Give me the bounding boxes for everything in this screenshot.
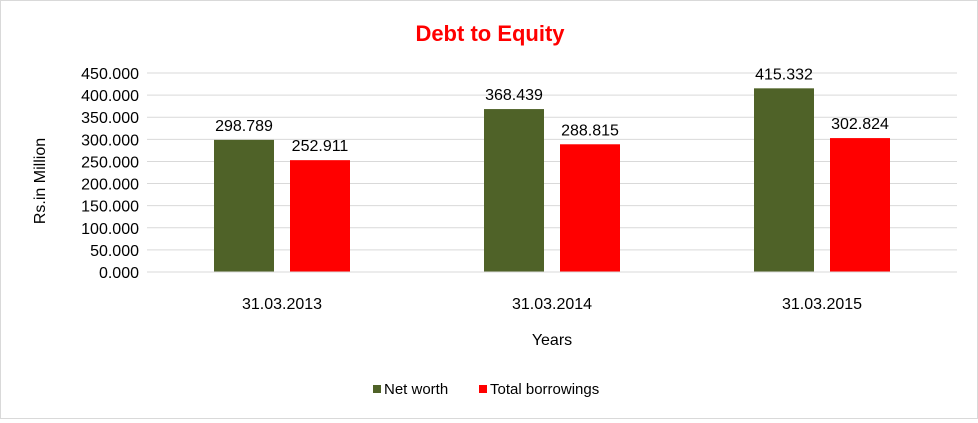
legend-label: Net worth	[384, 381, 448, 398]
y-tick-label: 250.000	[81, 154, 139, 171]
bars	[214, 88, 890, 272]
data-label: 368.439	[485, 87, 543, 104]
gridlines	[147, 72, 957, 251]
x-tick-label: 31.03.2014	[512, 296, 592, 313]
data-labels: 298.789 252.911 368.439 288.815 415.332 302.8…	[215, 66, 889, 155]
y-tick-label: 300.000	[81, 132, 139, 149]
y-tick-label: 450.000	[81, 66, 139, 83]
y-axis-title: Rs.in Million	[32, 138, 49, 224]
legend-swatch-net-worth	[373, 385, 381, 393]
x-axis-ticks: 31.03.2013 31.03.2014 31.03.2015	[242, 296, 862, 313]
x-tick-label: 31.03.2015	[782, 296, 862, 313]
bar-total-borrowings	[290, 160, 350, 272]
data-label: 298.789	[215, 118, 273, 135]
y-tick-label: 200.000	[81, 177, 139, 194]
y-tick-label: 150.000	[81, 199, 139, 216]
legend-swatch-total-borrowings	[479, 385, 487, 393]
data-label: 415.332	[755, 66, 813, 83]
x-tick-label: 31.03.2013	[242, 296, 322, 313]
y-tick-label: 0.000	[99, 265, 139, 282]
bar-net-worth	[214, 139, 274, 272]
legend: Net worth Total borrowings	[373, 381, 599, 398]
x-axis-title: Years	[532, 332, 572, 349]
bar-net-worth	[754, 88, 814, 272]
bar-total-borrowings	[830, 138, 890, 272]
data-label: 252.911	[292, 138, 349, 155]
y-tick-label: 400.000	[81, 88, 139, 105]
data-label: 302.824	[831, 116, 889, 133]
data-label: 288.815	[561, 122, 619, 139]
y-tick-label: 50.000	[90, 243, 139, 260]
bar-total-borrowings	[560, 144, 620, 272]
y-tick-label: 350.000	[81, 110, 139, 127]
y-axis-ticks: 0.000 50.000 100.000 150.000 200.000 250.000 3…	[81, 66, 139, 282]
legend-label: Total borrowings	[490, 381, 599, 398]
bar-net-worth	[484, 109, 544, 272]
chart-title: Debt to Equity	[415, 21, 565, 46]
y-tick-label: 100.000	[81, 221, 139, 238]
